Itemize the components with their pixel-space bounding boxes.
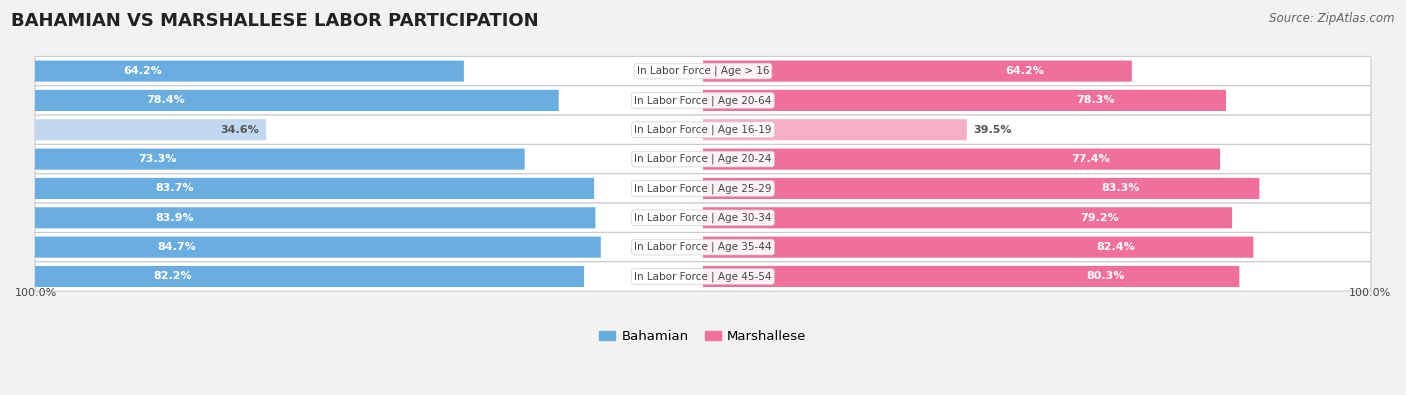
Text: Source: ZipAtlas.com: Source: ZipAtlas.com — [1270, 12, 1395, 25]
FancyBboxPatch shape — [35, 266, 583, 287]
FancyBboxPatch shape — [703, 266, 1239, 287]
Text: 78.3%: 78.3% — [1076, 96, 1115, 105]
Text: 84.7%: 84.7% — [157, 242, 195, 252]
FancyBboxPatch shape — [35, 145, 1371, 174]
Text: BAHAMIAN VS MARSHALLESE LABOR PARTICIPATION: BAHAMIAN VS MARSHALLESE LABOR PARTICIPAT… — [11, 12, 538, 30]
Text: In Labor Force | Age 30-34: In Labor Force | Age 30-34 — [634, 213, 772, 223]
Text: In Labor Force | Age 20-64: In Labor Force | Age 20-64 — [634, 95, 772, 106]
Text: In Labor Force | Age 35-44: In Labor Force | Age 35-44 — [634, 242, 772, 252]
FancyBboxPatch shape — [35, 119, 266, 140]
Text: 100.0%: 100.0% — [1348, 288, 1391, 297]
Text: In Labor Force | Age > 16: In Labor Force | Age > 16 — [637, 66, 769, 76]
Text: 73.3%: 73.3% — [138, 154, 177, 164]
Text: 77.4%: 77.4% — [1071, 154, 1111, 164]
Text: 100.0%: 100.0% — [15, 288, 58, 297]
FancyBboxPatch shape — [35, 203, 1371, 232]
Text: 83.9%: 83.9% — [156, 213, 194, 223]
Text: 64.2%: 64.2% — [122, 66, 162, 76]
FancyBboxPatch shape — [703, 178, 1260, 199]
Text: 80.3%: 80.3% — [1085, 271, 1125, 282]
Text: 64.2%: 64.2% — [1005, 66, 1045, 76]
FancyBboxPatch shape — [703, 119, 967, 140]
FancyBboxPatch shape — [35, 178, 595, 199]
FancyBboxPatch shape — [35, 237, 600, 258]
FancyBboxPatch shape — [35, 149, 524, 170]
FancyBboxPatch shape — [35, 60, 464, 82]
FancyBboxPatch shape — [703, 149, 1220, 170]
Legend: Bahamian, Marshallese: Bahamian, Marshallese — [595, 325, 811, 348]
Text: 83.7%: 83.7% — [156, 183, 194, 194]
Text: 82.4%: 82.4% — [1097, 242, 1135, 252]
FancyBboxPatch shape — [35, 174, 1371, 203]
Text: In Labor Force | Age 20-24: In Labor Force | Age 20-24 — [634, 154, 772, 164]
Text: 82.2%: 82.2% — [153, 271, 191, 282]
FancyBboxPatch shape — [35, 207, 596, 228]
FancyBboxPatch shape — [35, 232, 1371, 262]
Text: 39.5%: 39.5% — [973, 125, 1012, 135]
FancyBboxPatch shape — [35, 115, 1371, 145]
Text: 34.6%: 34.6% — [221, 125, 260, 135]
FancyBboxPatch shape — [703, 60, 1132, 82]
FancyBboxPatch shape — [35, 56, 1371, 86]
Text: 78.4%: 78.4% — [146, 96, 186, 105]
FancyBboxPatch shape — [703, 90, 1226, 111]
FancyBboxPatch shape — [703, 237, 1253, 258]
Text: 83.3%: 83.3% — [1101, 183, 1139, 194]
Text: 79.2%: 79.2% — [1080, 213, 1119, 223]
FancyBboxPatch shape — [35, 90, 558, 111]
Text: In Labor Force | Age 25-29: In Labor Force | Age 25-29 — [634, 183, 772, 194]
FancyBboxPatch shape — [703, 207, 1232, 228]
FancyBboxPatch shape — [35, 86, 1371, 115]
Text: In Labor Force | Age 45-54: In Labor Force | Age 45-54 — [634, 271, 772, 282]
FancyBboxPatch shape — [35, 262, 1371, 291]
Text: In Labor Force | Age 16-19: In Labor Force | Age 16-19 — [634, 124, 772, 135]
